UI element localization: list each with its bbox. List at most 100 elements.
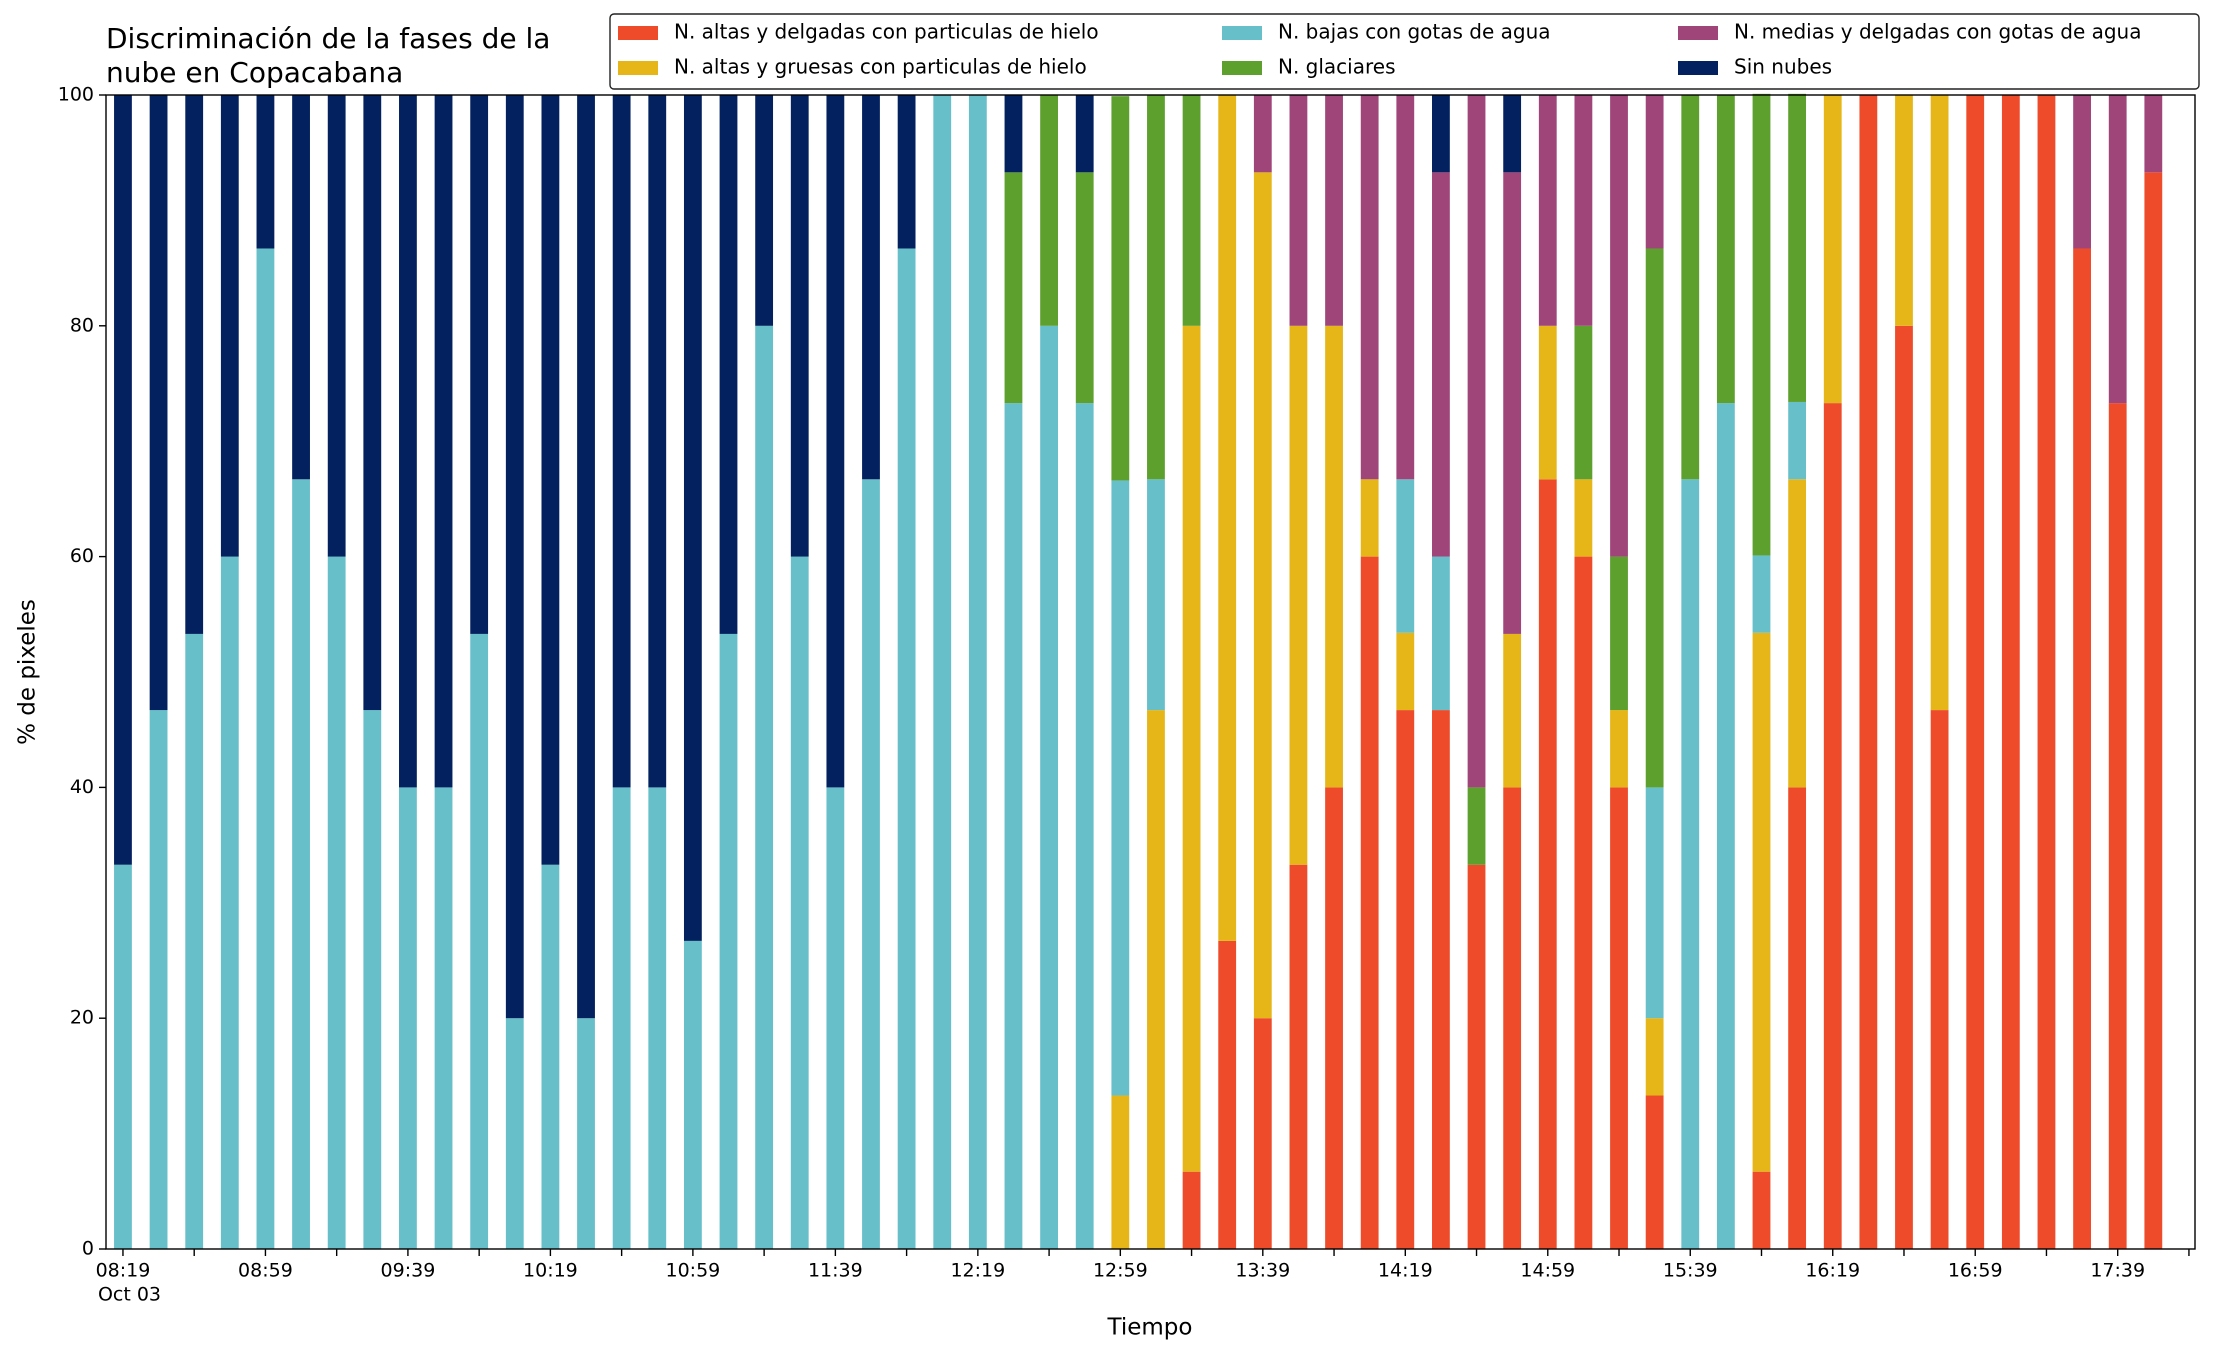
bar-segment [149, 710, 168, 1249]
bar-segment [1752, 93, 1771, 556]
bar-segment [719, 95, 738, 634]
legend-box [609, 13, 2200, 90]
bar-segment [1360, 95, 1379, 480]
bar-segment [1111, 480, 1130, 1096]
bar-segment [1360, 556, 1379, 1249]
legend-label: N. altas y gruesas con particulas de hie… [674, 55, 1087, 79]
bar-segment [862, 479, 880, 1250]
legend-swatch [1678, 61, 1718, 75]
bar-segment [1075, 172, 1094, 404]
chart-title: Discriminación de la fases de la [106, 22, 550, 55]
bar-segment [1325, 95, 1343, 326]
bar-segment [719, 633, 738, 1249]
bar-segment [1823, 403, 1842, 1249]
bar-segment [577, 95, 595, 1019]
bar-segment [1432, 95, 1450, 173]
legend-swatch [618, 26, 658, 40]
legend-swatch [618, 61, 658, 75]
bar-segment [1182, 325, 1201, 1172]
bar-segment [185, 633, 204, 1249]
bar-segment [1503, 787, 1522, 1249]
bar-segment [1467, 864, 1486, 1249]
bar-segment [1823, 95, 1842, 404]
bar-segment [292, 479, 310, 1250]
bar-segment [826, 95, 845, 788]
bar-segment [1147, 95, 1165, 480]
bar-segment [2144, 172, 2163, 1249]
bar-segment [1681, 95, 1700, 480]
bar-segment [1432, 556, 1450, 711]
bar-segment [1574, 556, 1593, 1249]
bar-segment [1253, 95, 1272, 173]
y-tick-label: 60 [70, 545, 94, 567]
bar-segment [1432, 710, 1450, 1249]
bar-segment [1396, 632, 1415, 711]
bar-segment [683, 95, 702, 941]
x-tick-label: 08:59 [238, 1260, 293, 1282]
bar-segment [683, 940, 702, 1249]
bar-segment [648, 787, 667, 1249]
x-tick-label: 10:59 [666, 1260, 721, 1282]
bar-segment [1716, 403, 1735, 1249]
bar-segment [1645, 787, 1664, 1019]
x-tick-label: 12:19 [950, 1260, 1005, 1282]
legend-label: N. bajas con gotas de agua [1278, 20, 1551, 44]
bar-segment [1360, 479, 1379, 557]
bar-segment [1147, 710, 1165, 1249]
bar-segment [1253, 1018, 1272, 1249]
legend-swatch [1678, 26, 1718, 40]
bar-segment [1111, 96, 1130, 481]
plot-frame [105, 94, 2196, 1250]
bar-segment [363, 95, 382, 711]
bar-segment [1075, 403, 1094, 1249]
bar-segment [114, 864, 132, 1249]
bar-segment [1645, 95, 1664, 249]
bar-segment [1396, 479, 1415, 633]
bar-segment [470, 633, 489, 1249]
x-tick-label: 12:59 [1093, 1260, 1148, 1282]
bar-segment [755, 95, 774, 326]
bar-segment [1004, 95, 1023, 173]
bar-segment [1610, 95, 1628, 557]
bar-segment [2108, 403, 2127, 1249]
bar-segment [1218, 940, 1237, 1249]
bar-segment [2108, 95, 2127, 404]
legend-label: N. glaciares [1278, 55, 1396, 79]
bar-segment [505, 1018, 524, 1249]
bar-segment [1218, 95, 1237, 941]
x-tick-label: 15:39 [1663, 1260, 1718, 1282]
x-tick-label: 13:39 [1235, 1260, 1290, 1282]
bar-segment [1040, 95, 1058, 326]
bar-segment [1930, 710, 1949, 1249]
bar-segment [1325, 787, 1343, 1249]
legend-label: Sin nubes [1734, 55, 1832, 79]
bar-segment [1538, 325, 1557, 480]
bar-segment [1004, 172, 1023, 404]
legend-label: N. altas y delgadas con particulas de hi… [674, 20, 1099, 44]
chart-title: nube en Copacabana [106, 56, 403, 89]
x-tick-label: 09:39 [381, 1260, 436, 1282]
x-tick-label: 11:39 [808, 1260, 863, 1282]
bar-segment [1004, 403, 1023, 1249]
bar-segment [399, 787, 417, 1249]
bar-segment [1396, 95, 1415, 480]
bar-segment [256, 248, 275, 1249]
bar-segment [2073, 95, 2091, 249]
x-tick-label: 16:19 [1805, 1260, 1860, 1282]
bar-segment [1788, 401, 1807, 480]
bar-segment [1432, 172, 1450, 557]
y-tick-label: 80 [70, 314, 94, 336]
legend-swatch [1222, 61, 1262, 75]
bar-segment [790, 556, 809, 1249]
bar-segment [470, 95, 489, 634]
bar-segment [327, 556, 346, 1249]
bar-segment [1610, 710, 1628, 788]
bar-segment [968, 95, 987, 1249]
bar-segment [1716, 95, 1735, 404]
bar-segment [897, 95, 916, 249]
bar-segment [933, 95, 952, 1249]
bar-segment [114, 95, 132, 865]
bar-segment [1574, 95, 1593, 326]
bar-segment [541, 864, 560, 1249]
